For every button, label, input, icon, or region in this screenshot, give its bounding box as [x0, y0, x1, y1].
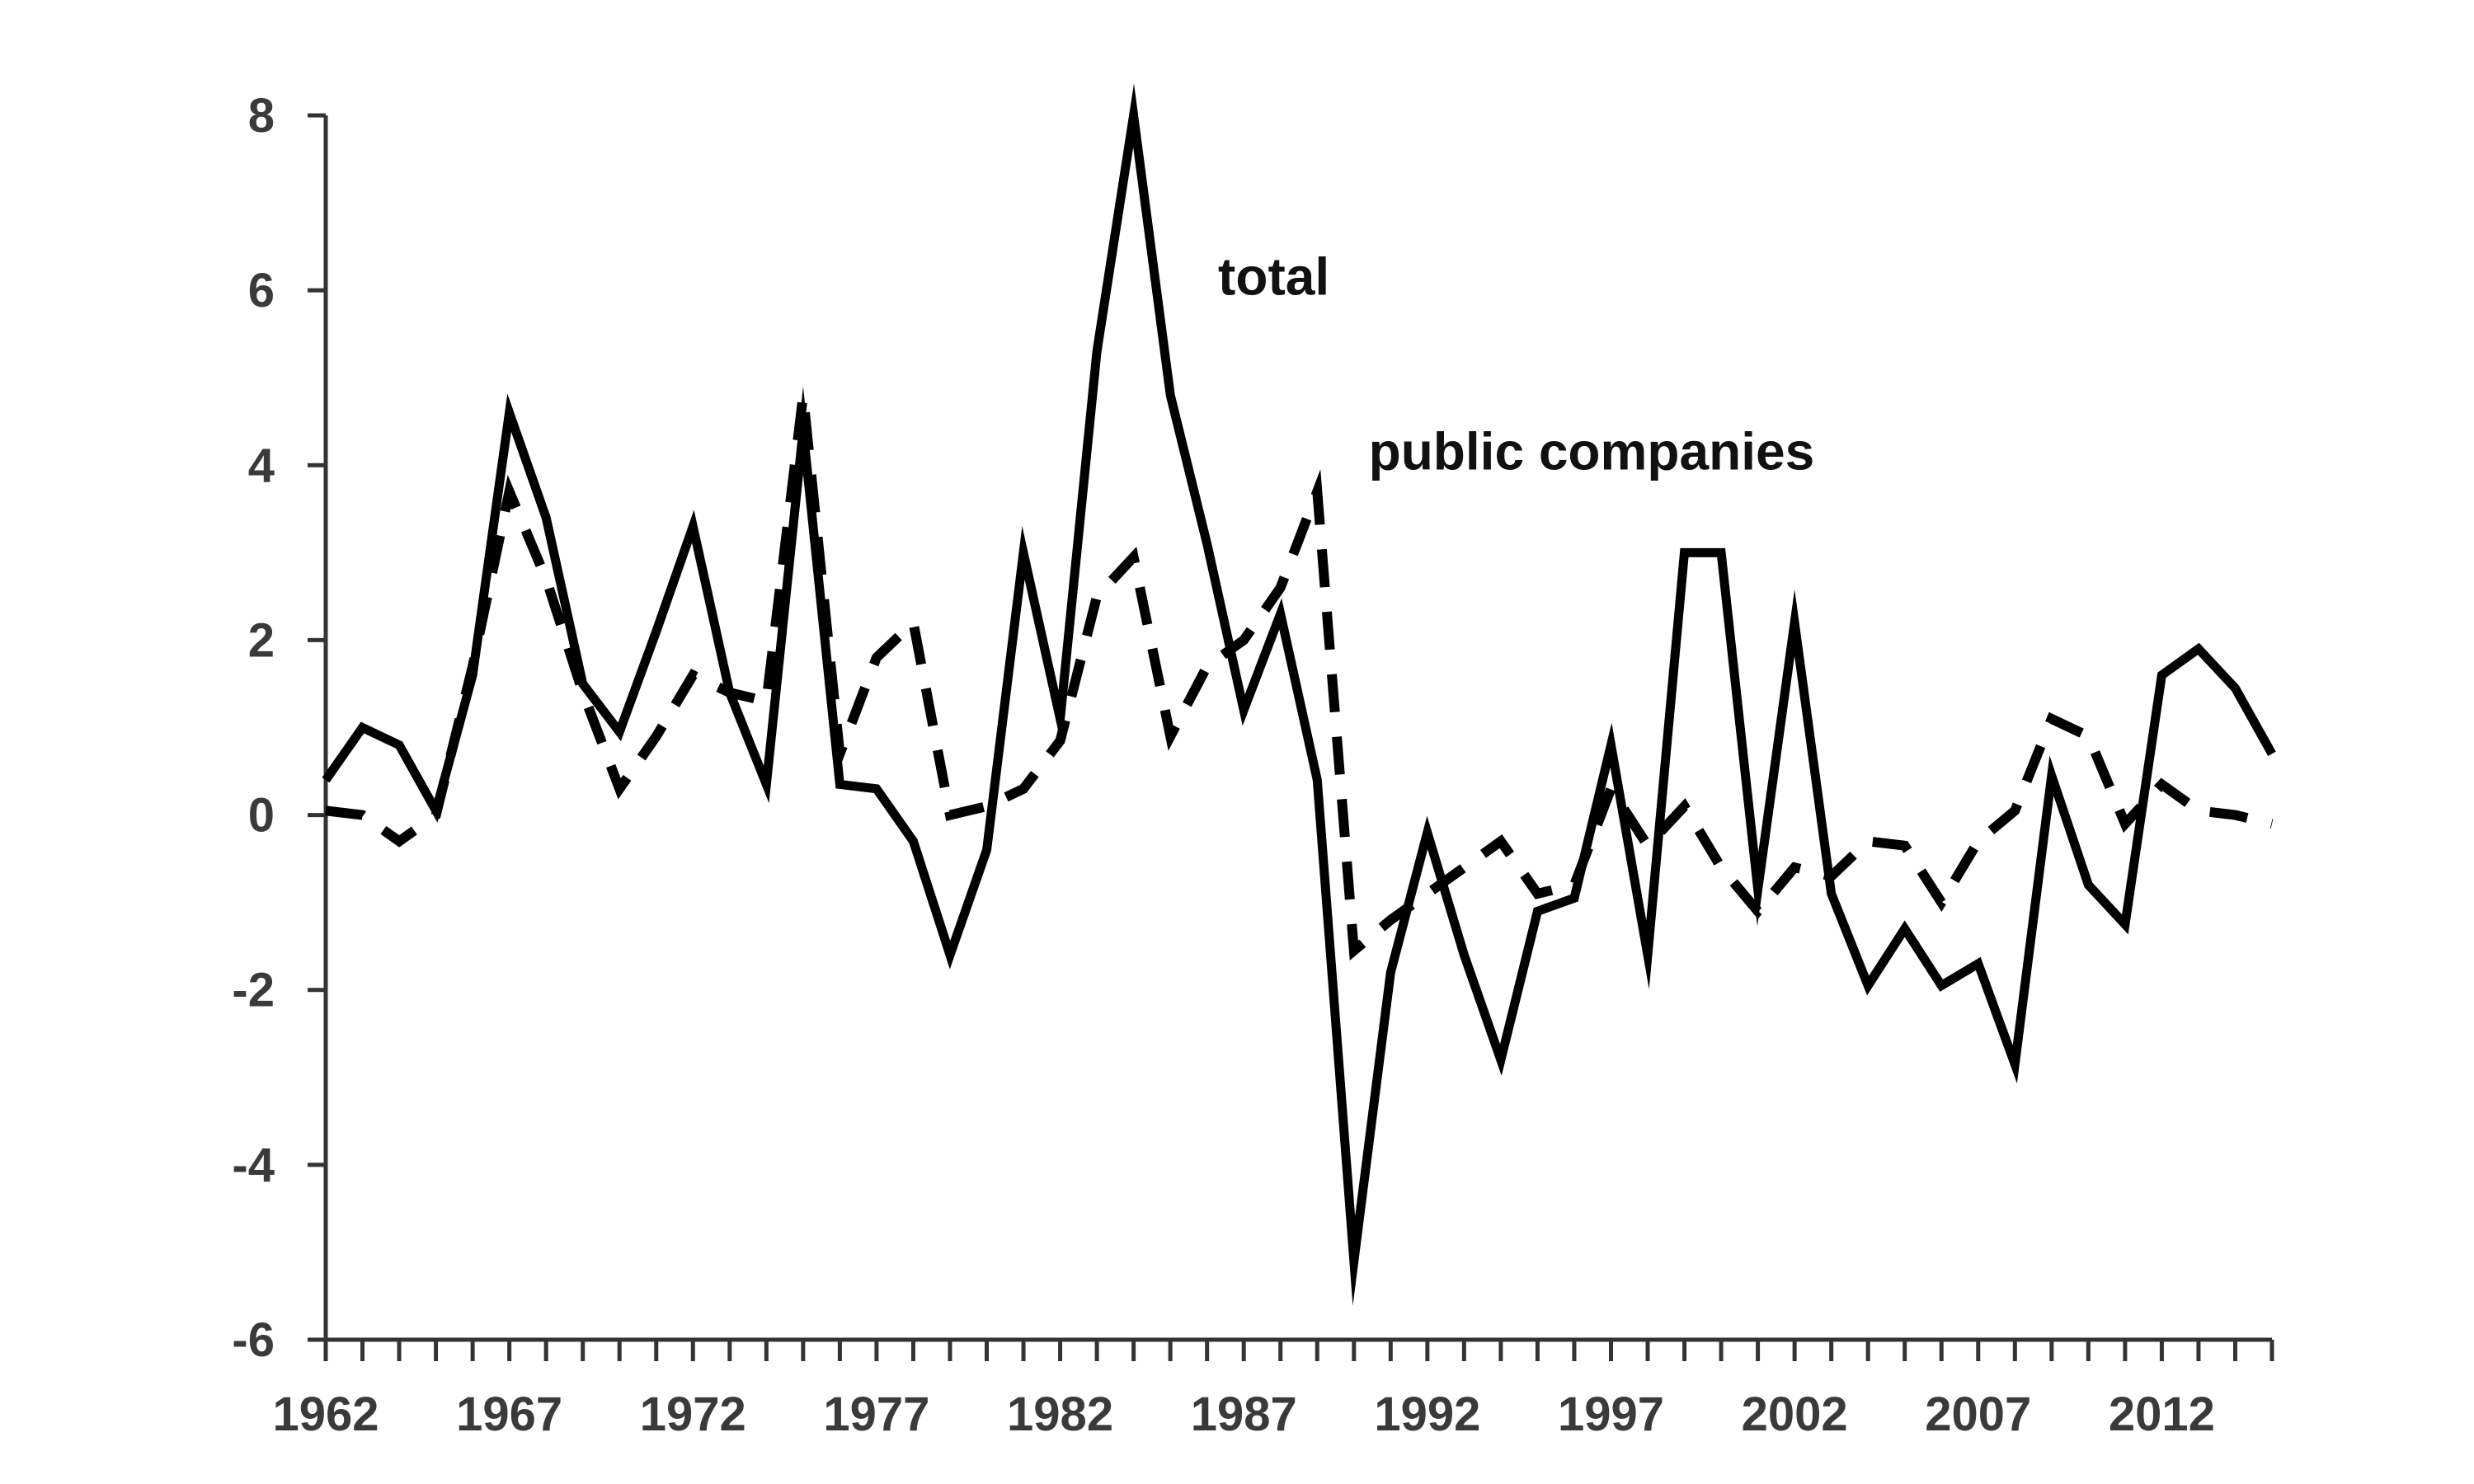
x-tick-label: 1987 [1191, 1388, 1297, 1441]
series-line-public-companies [325, 350, 2274, 961]
y-tick-label: -4 [232, 1139, 275, 1192]
x-tick-label: 1997 [1558, 1388, 1664, 1441]
x-tick-label: 1972 [640, 1388, 746, 1441]
x-tick-label: 1962 [272, 1388, 379, 1441]
y-tick-label: 0 [248, 789, 275, 843]
x-tick-label: 2002 [1742, 1388, 1848, 1441]
series-label-total: total [1218, 247, 1329, 306]
x-tick-label: 2007 [1925, 1388, 2031, 1441]
y-tick-label: 4 [248, 439, 275, 492]
y-tick-label: -2 [232, 964, 275, 1017]
y-tick-label: -6 [232, 1313, 275, 1367]
x-tick-label: 1967 [456, 1388, 562, 1441]
x-tick-label: 2012 [2109, 1388, 2215, 1441]
x-tick-label: 1977 [823, 1388, 929, 1441]
series-labels: total public companies [1218, 247, 1814, 481]
y-tick-label: 2 [248, 613, 275, 667]
y-tick-label: 8 [248, 89, 275, 143]
axes: -6 -4 -2 0 2 4 6 8 1962 1967 1972 1977 1982 1987 1992 1… [232, 89, 2274, 1441]
series-label-public-companies: public companies [1369, 422, 1815, 481]
x-tick-label: 1982 [1007, 1388, 1113, 1441]
x-tick-label: 1992 [1374, 1388, 1480, 1441]
y-tick-label: 6 [248, 264, 275, 317]
series-layer [322, 83, 2276, 1306]
series-line-total [322, 83, 2276, 1306]
